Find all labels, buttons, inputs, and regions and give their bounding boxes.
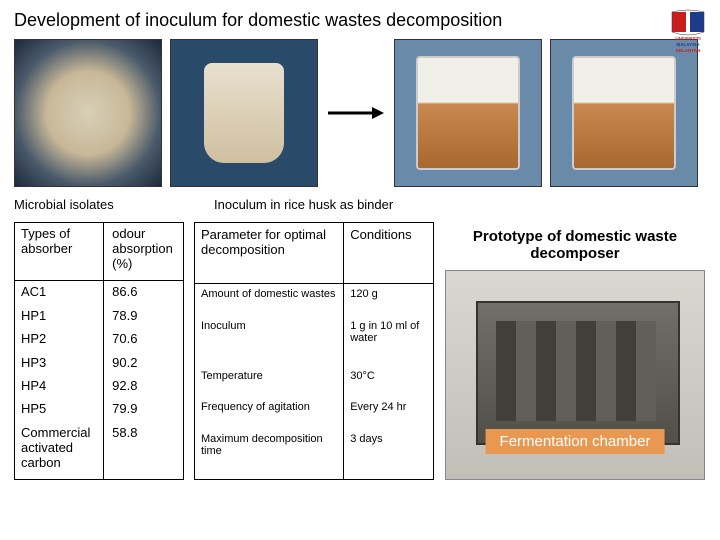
university-logo: UNIVERSITI MALAYSIA KELANTAN (664, 8, 712, 56)
photo-rice-husk-bag (170, 39, 318, 187)
table-row: Amount of domestic wastes120 g (195, 284, 434, 316)
table-header: Parameter for optimal decomposition (195, 223, 344, 284)
table-row: Temperature30°C (195, 366, 434, 397)
photo-bin-2 (550, 39, 698, 187)
table-header: Conditions (344, 223, 434, 284)
table-row: Inoculum1 g in 10 ml of water (195, 316, 434, 366)
chamber-label: Fermentation chamber (486, 429, 665, 454)
prototype-title: Prototype of domestic waste decomposer (444, 222, 706, 270)
arrow-icon (326, 103, 386, 123)
absorber-table: Types of absorberodour absorption (%) AC… (14, 222, 184, 480)
prototype-panel: Prototype of domestic waste decomposer F… (444, 222, 706, 480)
svg-text:KELANTAN: KELANTAN (676, 48, 700, 53)
caption-microbial: Microbial isolates (14, 197, 174, 212)
table-row: Commercial activated carbon58.8 (15, 422, 184, 480)
table-row: HP178.9 (15, 305, 184, 328)
table-row: Frequency of agitationEvery 24 hr (195, 397, 434, 428)
page-title: Development of inoculum for domestic was… (0, 0, 720, 37)
parameter-table: Parameter for optimal decompositionCondi… (194, 222, 434, 480)
table-row: Maximum decomposition time3 days (195, 429, 434, 480)
image-row (0, 37, 720, 191)
table-header: odour absorption (%) (104, 223, 184, 281)
table-row: Types of absorberodour absorption (%) (15, 223, 184, 281)
svg-text:MALAYSIA: MALAYSIA (676, 42, 700, 47)
table-header: Types of absorber (15, 223, 104, 281)
table-row: HP579.9 (15, 398, 184, 421)
table-row: HP270.6 (15, 328, 184, 351)
photo-microbial-isolates (14, 39, 162, 187)
caption-row: Microbial isolates Inoculum in rice husk… (0, 191, 720, 222)
photo-bin-1 (394, 39, 542, 187)
table-row: HP492.8 (15, 375, 184, 398)
table-row: HP390.2 (15, 352, 184, 375)
table-row: AC186.6 (15, 281, 184, 305)
table-row: Parameter for optimal decompositionCondi… (195, 223, 434, 284)
caption-inoculum: Inoculum in rice husk as binder (174, 197, 393, 212)
svg-text:UNIVERSITI: UNIVERSITI (675, 36, 700, 41)
